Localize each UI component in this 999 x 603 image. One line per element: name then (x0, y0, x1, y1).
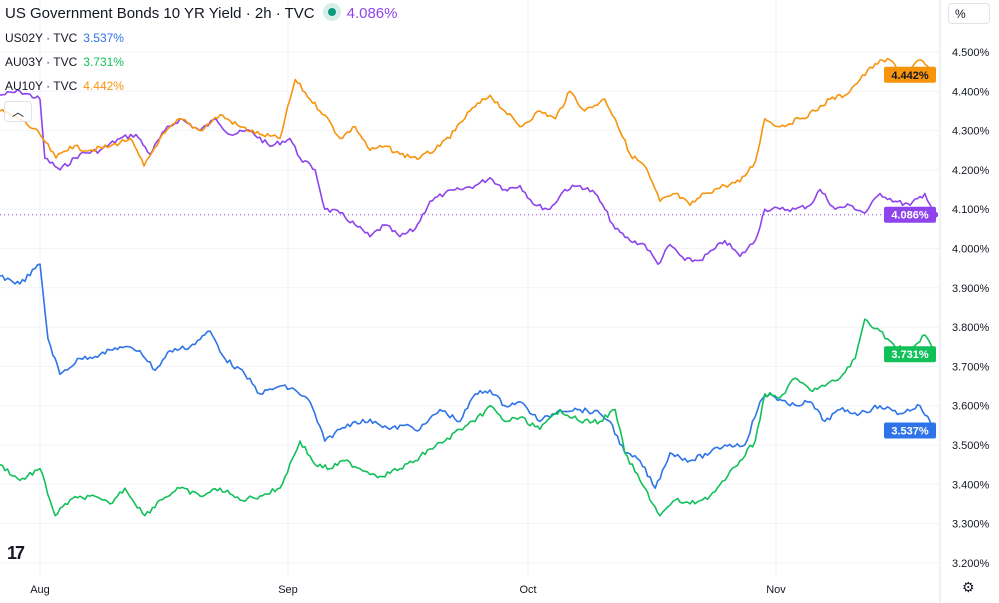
y-tick-label: 3.700% (952, 361, 990, 373)
y-tick-label: 3.200% (952, 558, 990, 570)
x-tick-label: Sep (278, 584, 298, 596)
series-line-au10y (0, 57, 936, 207)
price-badge-label: 4.086% (891, 210, 929, 222)
x-tick-label: Aug (30, 584, 50, 596)
y-tick-label: 3.300% (952, 519, 990, 531)
price-badge-us10y (884, 206, 936, 223)
series-line-us10y (0, 88, 936, 266)
legend-symbol: US02Y · TVC (5, 31, 78, 45)
main-symbol-title: US Government Bonds 10 YR Yield · 2h · T… (5, 5, 315, 22)
y-tick-label: 3.600% (952, 401, 990, 413)
price-badge-label: 4.442% (891, 70, 929, 82)
market-status-icon (322, 3, 341, 22)
main-symbol-value: 4.086% (346, 5, 398, 22)
price-badge-au03y (884, 346, 936, 363)
price-badge-us02y (884, 422, 936, 439)
y-tick-label: 3.500% (952, 440, 990, 452)
price-badge-label: 3.537% (891, 425, 929, 437)
x-tick-label: Oct (519, 584, 536, 596)
y-tick-label: 3.400% (952, 479, 990, 491)
x-tick-label: Nov (766, 584, 786, 596)
y-tick-label: 4.200% (952, 165, 990, 177)
legend-symbol: AU03Y · TVC (5, 55, 78, 69)
y-tick-label: 3.900% (952, 283, 990, 295)
legend-item-us02y[interactable]: US02Y · TVC 3.537% (5, 31, 124, 45)
y-tick-label: 3.800% (952, 322, 990, 334)
legend-value: 4.442% (83, 79, 124, 93)
chevron-up-icon: ︿ (11, 105, 24, 119)
legend-main[interactable]: US Government Bonds 10 YR Yield · 2h · T… (5, 3, 398, 23)
gear-icon[interactable]: ⚙ (962, 579, 975, 595)
series-line-us02y (0, 263, 936, 490)
y-tick-label: 4.400% (952, 86, 990, 98)
tradingview-logo[interactable]: 17 (7, 543, 25, 563)
y-tick-label: 4.500% (952, 47, 990, 59)
legend-value: 3.537% (83, 31, 124, 45)
price-badge-au10y (884, 66, 936, 83)
y-tick-label: 4.100% (952, 204, 990, 216)
legend-symbol: AU10Y · TVC (5, 79, 78, 93)
y-tick-label: 4.300% (952, 126, 990, 138)
legend-item-au03y[interactable]: AU03Y · TVC 3.731% (5, 55, 124, 69)
series-line-au03y (0, 318, 936, 517)
y-tick-label: 4.000% (952, 244, 990, 256)
legend-item-au10y[interactable]: AU10Y · TVC 4.442% (5, 79, 124, 93)
price-badge-label: 3.731% (891, 349, 929, 361)
percent-scale-button[interactable]: % (948, 3, 990, 24)
legend-value: 3.731% (83, 55, 124, 69)
collapse-legend-button[interactable]: ︿ (4, 101, 32, 122)
